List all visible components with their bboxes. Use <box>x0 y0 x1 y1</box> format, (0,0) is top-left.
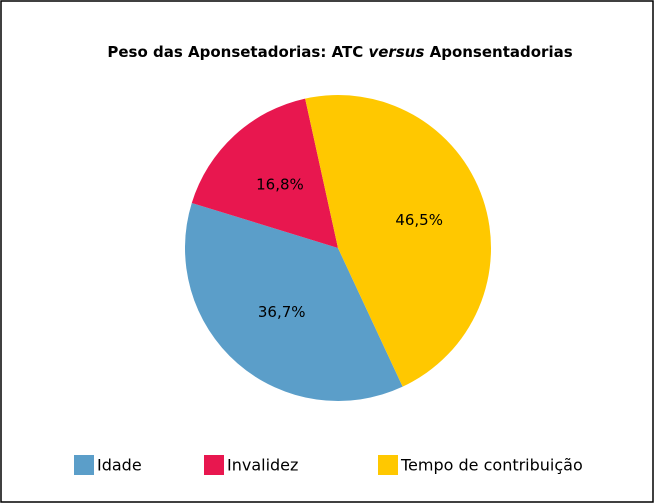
legend-swatch <box>378 455 398 475</box>
pie-slice <box>184 202 403 401</box>
pie-slice <box>305 95 491 387</box>
title-part: versus <box>368 43 424 61</box>
legend-swatch <box>74 455 94 475</box>
pie-slice <box>191 98 338 248</box>
legend-label: Invalidez <box>227 456 298 475</box>
legend-swatch <box>204 455 224 475</box>
legend-label: Idade <box>97 456 142 475</box>
title-part: Aponsentadorias <box>424 43 572 61</box>
data-label: 46,5% <box>395 211 443 229</box>
legend-label: Tempo de contribuição <box>400 456 583 475</box>
data-label: 36,7% <box>258 303 306 321</box>
data-label: 16,8% <box>256 175 304 193</box>
title-part: Peso das Aponsetadorias: ATC <box>107 43 368 61</box>
chart-title: Peso das Aponsetadorias: ATC versus Apon… <box>107 43 572 61</box>
